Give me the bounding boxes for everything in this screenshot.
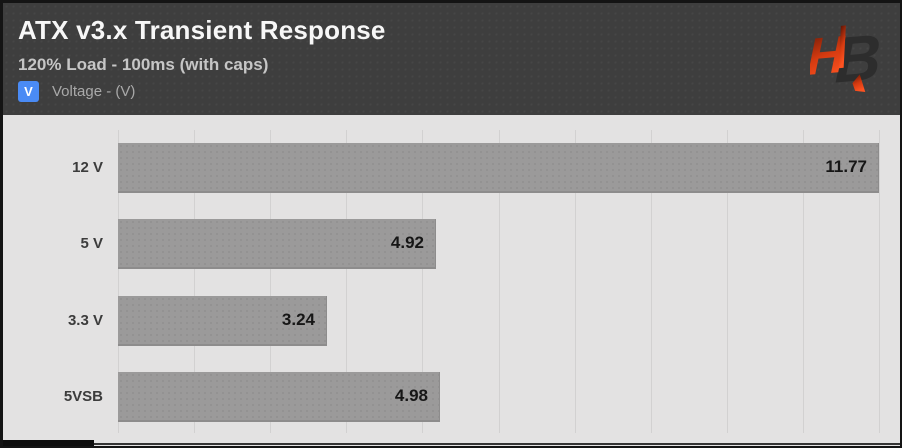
footer-line (3, 443, 900, 445)
bar-value-label: 4.92 (390, 233, 424, 252)
category-label: 12 V (72, 159, 103, 176)
category-label: 5VSB (63, 388, 103, 405)
bar: 11.77 (118, 143, 879, 193)
chart-subtitle: 120% Load - 100ms (with caps) (18, 55, 269, 74)
bar-row: 12 V 11.77 (3, 143, 900, 193)
bar: 4.98 (118, 372, 440, 422)
category-label: 5 V (80, 235, 103, 252)
bar-chart: 12 V 11.77 5 V 4.92 3.3 V 3.24 5VSB 4.98 (3, 115, 900, 446)
bar-row: 3.3 V 3.24 (3, 296, 900, 346)
chart-header: ATX v3.x Transient Response 120% Load - … (3, 3, 900, 115)
bar-value-label: 3.24 (281, 310, 315, 329)
footer-accent-bar (3, 440, 94, 446)
legend: V Voltage - (V) (18, 81, 135, 102)
voltage-series-icon: V (18, 81, 39, 102)
bar-value-label: 11.77 (825, 157, 867, 176)
hardware-busters-logo-icon: B H (807, 7, 894, 103)
bar-row: 5 V 4.92 (3, 219, 900, 269)
bar-value-label: 4.98 (394, 386, 428, 405)
category-label: 3.3 V (67, 312, 103, 329)
bar: 3.24 (118, 296, 327, 346)
bar-row: 5VSB 4.98 (3, 372, 900, 422)
bar: 4.92 (118, 219, 436, 269)
legend-label: Voltage - (V) (52, 83, 136, 100)
chart-title: ATX v3.x Transient Response (18, 15, 386, 45)
